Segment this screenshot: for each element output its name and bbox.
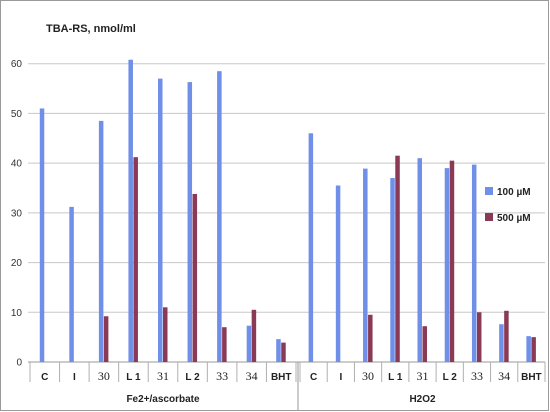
legend-swatch [485,187,493,195]
bar [163,307,168,362]
y-tick-label: 20 [11,258,23,269]
y-tick-label: 50 [11,109,23,120]
category-labels: C I 30 L 1 31 L 2 33 34 BHT C I 30 L 1 31 L 2 33 34 BHT [41,369,542,383]
bar [187,82,193,362]
x-tick-label: L 1 [126,372,141,383]
bar [222,327,227,362]
bar [504,310,509,362]
bar [449,160,455,362]
bar [246,325,252,362]
bar [368,314,373,362]
x-tick-label: L 1 [388,372,403,383]
x-tick-label: 30 [98,369,110,383]
group-labels: Fe2+/ascorbate H2O2 [126,394,436,405]
x-tick-label: L 2 [443,372,458,383]
x-tick-label: 33 [471,369,483,383]
bar [444,168,450,362]
y-tick-label: 30 [11,208,23,219]
x-tick-label: L 2 [185,372,200,383]
bar [363,168,368,362]
gridlines [28,63,546,410]
x-tick-label: 34 [498,369,510,383]
bar [531,337,536,362]
bar [308,133,314,362]
bar [476,312,482,362]
bar [103,316,109,362]
legend: 100 µM 500 µM [485,187,531,224]
y-tick-label: 0 [16,358,22,369]
group-label: Fe2+/ascorbate [126,394,200,405]
x-tick-label: C [41,372,48,383]
bar [281,342,286,362]
x-tick-label: 31 [417,369,429,383]
x-tick-label: BHT [271,372,292,383]
bar [417,158,422,362]
x-tick-label: I [73,372,76,383]
chart-title: TBA-RS, nmol/ml [46,23,136,35]
bar [335,185,341,362]
y-tick-label: 10 [11,308,23,319]
bar [158,78,163,362]
bar [499,324,504,362]
bar [251,309,257,362]
y-tick-label: 60 [11,59,23,70]
bar [128,59,133,362]
bar [133,157,138,362]
legend-swatch [485,213,493,221]
legend-label: 500 µM [497,213,531,224]
bar [276,339,281,362]
bars [39,59,536,363]
bar [471,164,477,362]
x-tick-label: 31 [157,369,169,383]
bar [39,108,45,362]
x-tick-label: 34 [246,369,258,383]
y-tick-label: 40 [11,159,23,170]
bar [98,120,104,362]
bar [69,206,74,362]
x-tick-label: I [339,372,342,383]
x-tick-label: C [310,372,317,383]
x-tick-label: BHT [521,372,542,383]
bar [217,71,222,363]
bar [390,178,395,362]
bar [395,155,400,362]
x-tick-label: 33 [216,369,228,383]
y-axis-ticks: 0 10 20 30 40 50 60 [11,59,23,368]
bar [526,336,531,362]
x-tick-label: 30 [362,369,374,383]
bar [192,193,198,362]
group-label: H2O2 [409,394,436,405]
legend-label: 100 µM [497,187,531,198]
bar [422,326,427,362]
